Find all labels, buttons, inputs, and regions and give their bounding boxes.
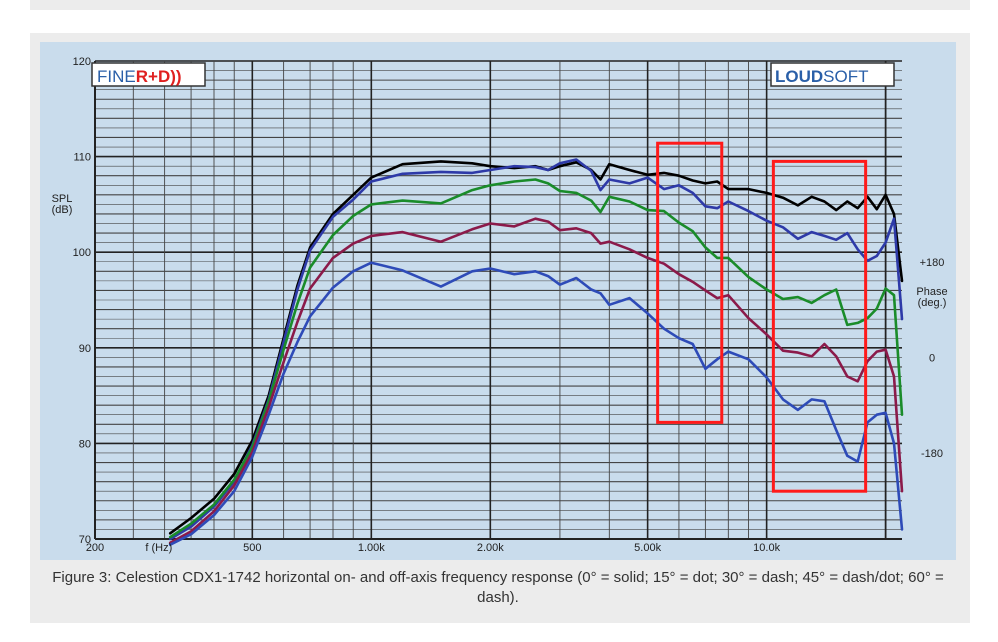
- series-line-2: [168, 178, 904, 539]
- figure-caption: Figure 3: Celestion CDX1-1742 horizontal…: [52, 569, 944, 606]
- y-tick-label: 100: [73, 247, 91, 259]
- top-band: [30, 0, 970, 10]
- grid-layer: [94, 60, 902, 540]
- phase-tick-label: +180: [920, 257, 945, 269]
- plot-background: [40, 42, 956, 560]
- x-tick-label: 200: [86, 542, 104, 554]
- x-tick-label: 1.00k: [358, 542, 385, 554]
- highlight-box-0: [656, 141, 724, 424]
- y-tick-label: 70: [79, 534, 91, 546]
- highlight-box-1: [771, 159, 868, 493]
- x-tick-label: 500: [243, 542, 261, 554]
- svg-text:FINER+D)): FINER+D)): [97, 67, 182, 86]
- phase-axis-label-line: (deg.): [918, 297, 947, 309]
- x-tick-label: 5.00k: [634, 542, 661, 554]
- finer-d-logo: FINER+D)): [91, 62, 206, 87]
- y-tick-label: 80: [79, 438, 91, 450]
- logo-right-part1: LOUD: [775, 67, 823, 86]
- series-layer: [168, 158, 904, 546]
- series-line-3: [168, 217, 904, 545]
- y-axis-label-line: (dB): [52, 204, 73, 216]
- axis-label-layer: 70 80 90 100 110 120 200 500 1.00k 2.00k 5.00k 10.0…: [52, 56, 948, 554]
- x-tick-label: 10.0k: [753, 542, 780, 554]
- series-line-4: [168, 261, 904, 546]
- svg-text:LOUDSOFT: LOUDSOFT: [775, 67, 869, 86]
- logo-left-part1: FINE: [97, 67, 136, 86]
- y-tick-label: 110: [73, 152, 91, 164]
- phase-tick-label: 0: [929, 352, 935, 364]
- y-tick-label: 90: [79, 343, 91, 355]
- y-tick-label: 120: [73, 56, 91, 68]
- phase-tick-label: -180: [921, 448, 943, 460]
- y-axis-label-line: SPL: [52, 193, 73, 205]
- x-axis-label: f (Hz): [145, 542, 172, 554]
- phase-axis-label-line: Phase: [916, 286, 947, 298]
- x-tick-label: 2.00k: [477, 542, 504, 554]
- logo-right-part2: SOFT: [823, 67, 868, 86]
- series-line-1: [168, 158, 904, 541]
- frequency-response-chart: 70 80 90 100 110 120 200 500 1.00k 2.00k 5.00k 10.0…: [52, 56, 948, 554]
- loudsoft-logo: LOUDSOFT: [770, 62, 895, 87]
- highlight-box-layer: [656, 141, 868, 493]
- logo-left-part2: R+D)): [136, 67, 182, 86]
